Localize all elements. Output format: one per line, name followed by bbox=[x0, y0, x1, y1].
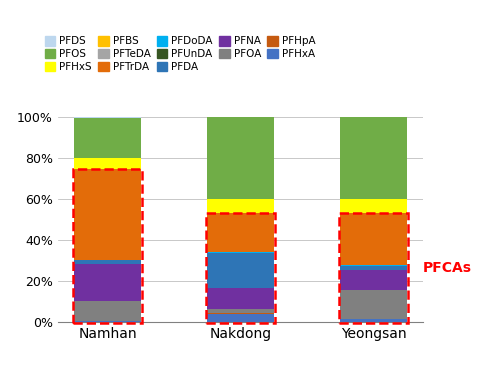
Text: PFCAs: PFCAs bbox=[422, 261, 470, 275]
Bar bbox=[339, 290, 406, 319]
Bar bbox=[207, 253, 273, 288]
Bar bbox=[207, 313, 273, 314]
Bar bbox=[207, 117, 273, 199]
Bar bbox=[74, 117, 141, 118]
Bar bbox=[74, 259, 141, 264]
Bar bbox=[207, 288, 273, 309]
Bar bbox=[338, 213, 407, 323]
Bar bbox=[207, 309, 273, 313]
Legend: PFDS, PFOS, PFHxS, PFBS, PFTeDA, PFTrDA, PFDoDA, PFUnDA, PFDA, PFNA, PFOA, PFHpA: PFDS, PFOS, PFHxS, PFBS, PFTeDA, PFTrDA,… bbox=[45, 36, 315, 72]
Bar bbox=[339, 199, 406, 213]
Bar bbox=[207, 199, 273, 213]
Bar bbox=[339, 270, 406, 290]
Bar bbox=[74, 169, 141, 259]
Bar bbox=[74, 300, 141, 321]
Bar bbox=[74, 264, 141, 300]
Bar bbox=[207, 314, 273, 322]
Bar bbox=[205, 213, 275, 323]
Bar bbox=[73, 169, 142, 323]
Bar bbox=[74, 158, 141, 169]
Bar bbox=[74, 118, 141, 158]
Bar bbox=[339, 117, 406, 199]
Bar bbox=[339, 266, 406, 270]
Bar bbox=[339, 319, 406, 322]
Bar bbox=[339, 213, 406, 265]
Bar bbox=[74, 321, 141, 322]
Bar bbox=[207, 213, 273, 253]
Bar bbox=[339, 265, 406, 266]
